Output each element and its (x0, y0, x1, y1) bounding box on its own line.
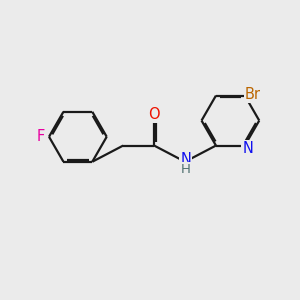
Text: F: F (37, 129, 45, 144)
Text: O: O (148, 107, 160, 122)
Text: H: H (181, 163, 190, 176)
Text: N: N (180, 152, 191, 167)
Text: Br: Br (245, 87, 261, 102)
Text: N: N (242, 141, 253, 156)
